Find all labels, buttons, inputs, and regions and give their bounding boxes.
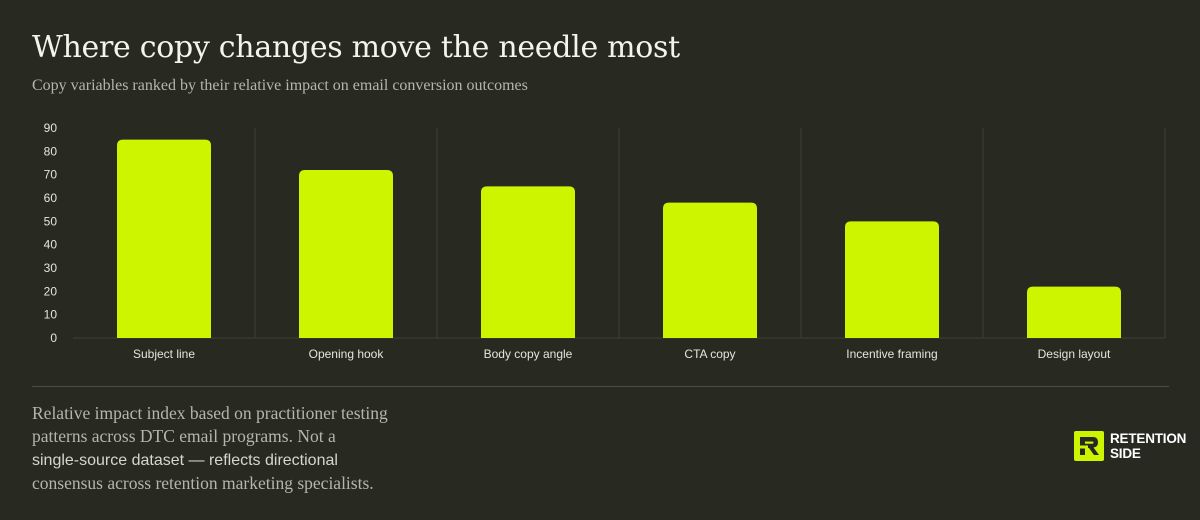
logo-line-2: SIDE — [1110, 446, 1141, 461]
bar — [481, 186, 575, 338]
y-axis: 0 10 20 30 40 50 60 70 80 90 — [44, 121, 58, 345]
y-tick-label: 60 — [44, 191, 58, 205]
footnote-line-3: single-source dataset — reflects directi… — [32, 452, 338, 469]
bar-chart: 0 10 20 30 40 50 60 70 80 90 Subject line Opening … — [44, 121, 1166, 361]
bars — [117, 139, 1121, 338]
x-tick-label: CTA copy — [684, 347, 735, 361]
footer-divider — [32, 386, 1169, 387]
bar — [845, 221, 939, 338]
y-tick-label: 70 — [44, 168, 58, 182]
logo-line-1: RETENTION — [1110, 431, 1187, 446]
bar — [117, 139, 211, 338]
x-axis: Subject line Opening hook Body copy angle C… — [133, 347, 1111, 361]
y-tick-label: 20 — [44, 284, 58, 298]
bar — [299, 170, 393, 338]
x-tick-label: Incentive framing — [846, 347, 937, 361]
y-tick-label: 90 — [44, 121, 58, 135]
footnote-line-4: consensus across retention marketing spe… — [32, 473, 374, 493]
footnote: Relative impact index based on practitio… — [32, 402, 432, 495]
y-tick-label: 40 — [44, 238, 58, 252]
footnote-line-2: patterns across DTC email programs. Not … — [32, 426, 336, 446]
chart-title: Where copy changes move the needle most — [32, 30, 680, 65]
retention-side-logo: RETENTION SIDE — [1074, 430, 1186, 462]
y-tick-label: 30 — [44, 261, 58, 275]
chart-subtitle: Copy variables ranked by their relative … — [32, 77, 528, 94]
y-tick-label: 80 — [44, 144, 58, 158]
y-tick-label: 10 — [44, 308, 58, 322]
y-tick-label: 50 — [44, 214, 58, 228]
chart-grid — [73, 128, 1166, 339]
x-tick-label: Design layout — [1038, 347, 1111, 361]
logo-wordmark: RETENTION SIDE — [1110, 431, 1186, 461]
x-tick-label: Body copy angle — [484, 347, 573, 361]
retention-side-logo-icon — [1074, 431, 1104, 461]
bar — [663, 202, 757, 338]
y-tick-label: 0 — [50, 331, 57, 345]
bar — [1027, 286, 1121, 338]
x-tick-label: Subject line — [133, 347, 195, 361]
footnote-line-1: Relative impact index based on practitio… — [32, 403, 388, 423]
x-tick-label: Opening hook — [309, 347, 385, 361]
